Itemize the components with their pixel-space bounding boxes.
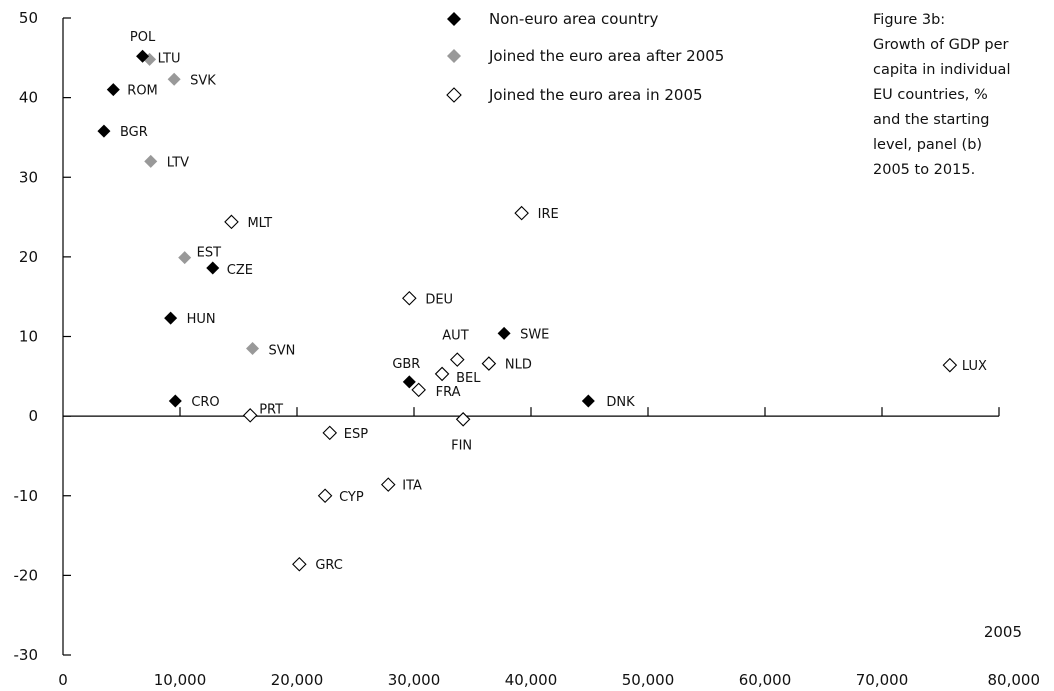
y-tick-label: -20 [14,566,39,584]
point-label-fin: FIN [451,438,472,453]
y-tick-label: 0 [28,407,38,425]
point-label-rom: ROM [127,84,157,99]
point-aut [450,352,465,367]
point-label-lux: LUX [962,359,987,374]
point-nld [481,356,497,371]
y-tick-label: 10 [19,328,38,346]
point-label-bgr: BGR [120,125,148,140]
caption-line: Figure 3b: [873,12,946,28]
legend-marker-non-euro [447,12,461,26]
x-tick-label: 30,000 [388,671,441,689]
point-fra [411,382,426,398]
legend-marker-joined-after-2005 [447,49,461,63]
chart-points: POL ROM BGR CZE HUN CRO GBR SWE DNK LTU SVK LTV EST S… [97,30,987,573]
legend-marker-joined-2005 [446,87,462,103]
point-label-ltu: LTU [158,51,181,66]
chart-ticks: -30 -20 -10 0 10 20 30 40 50 0 10,000 20,000 30,000 4… [14,9,1041,689]
point-label-ltv: LTV [167,155,189,170]
x-tick-label: 70,000 [856,671,909,689]
y-tick-label: 30 [19,168,38,186]
caption-line: and the starting [873,112,990,128]
point-swe [497,326,511,340]
point-label-nld: NLD [505,358,532,373]
point-grc [292,556,307,572]
y-tick-label: -30 [14,646,39,664]
point-label-est: EST [197,246,221,261]
point-bgr [97,124,111,138]
point-deu [402,291,417,306]
x-tick-label: 0 [58,671,68,689]
point-esp [322,425,338,441]
point-label-svn: SVN [269,343,296,358]
point-est [178,251,192,265]
point-svk [167,72,181,86]
point-label-esp: ESP [344,427,368,442]
legend-label-non-euro: Non-euro area country [489,10,659,28]
point-label-cyp: CYP [339,490,364,505]
x-tick-label: 50,000 [622,671,675,689]
point-hun [164,311,178,325]
legend-label-joined-after-2005: Joined the euro area after 2005 [488,47,724,65]
point-cro [168,394,182,408]
y-tick-label: 40 [19,89,38,107]
point-label-ire: IRE [538,207,559,222]
y-tick-label: 20 [19,248,38,266]
caption-line: Growth of GDP per [873,37,1009,53]
chart-legend: Non-euro area country Joined the euro are… [446,10,724,104]
point-mlt [224,214,239,230]
point-label-ita: ITA [402,479,422,494]
figure-caption: Figure 3b: Growth of GDP per capita in i… [873,8,1053,183]
point-rom [106,83,120,97]
point-label-aut: AUT [442,329,468,344]
y-tick-label: -10 [14,487,39,505]
point-label-prt: PRT [259,402,283,417]
point-label-bel: BEL [456,371,481,386]
point-gbr [402,375,416,389]
x-tick-label: 40,000 [505,671,558,689]
point-pol [136,49,150,63]
point-cyp [317,488,333,504]
x-tick-label: 60,000 [739,671,792,689]
point-cze [206,261,220,275]
caption-line: level, panel (b) [873,137,983,153]
point-dnk [581,394,595,408]
point-label-swe: SWE [520,327,549,342]
legend-label-joined-2005: Joined the euro area in 2005 [488,86,703,104]
point-label-grc: GRC [315,558,343,573]
point-label-deu: DEU [425,292,453,307]
point-prt [242,408,258,423]
caption-line: capita in individual [873,62,1011,78]
point-label-cze: CZE [227,263,253,278]
caption-line: EU countries, % [873,87,988,103]
point-fin [455,412,471,427]
x-axis-title: 2005 [984,623,1022,641]
point-ltv [144,154,158,168]
point-ita [380,477,396,492]
point-label-hun: HUN [187,312,216,327]
point-bel [434,366,450,382]
caption-line: 2005 to 2015. [873,162,976,178]
point-label-gbr: GBR [392,357,420,372]
point-label-pol: POL [130,30,156,45]
point-svn [246,341,260,355]
x-tick-label: 10,000 [154,671,207,689]
x-tick-label: 20,000 [271,671,324,689]
point-label-mlt: MLT [247,216,272,231]
point-label-dnk: DNK [606,395,635,410]
x-tick-label: 80,000 [988,671,1041,689]
point-ire [514,205,529,221]
point-label-fra: FRA [436,385,461,400]
point-label-cro: CRO [191,395,219,410]
point-label-svk: SVK [190,73,216,88]
point-lux [942,357,958,373]
y-tick-label: 50 [19,9,38,27]
